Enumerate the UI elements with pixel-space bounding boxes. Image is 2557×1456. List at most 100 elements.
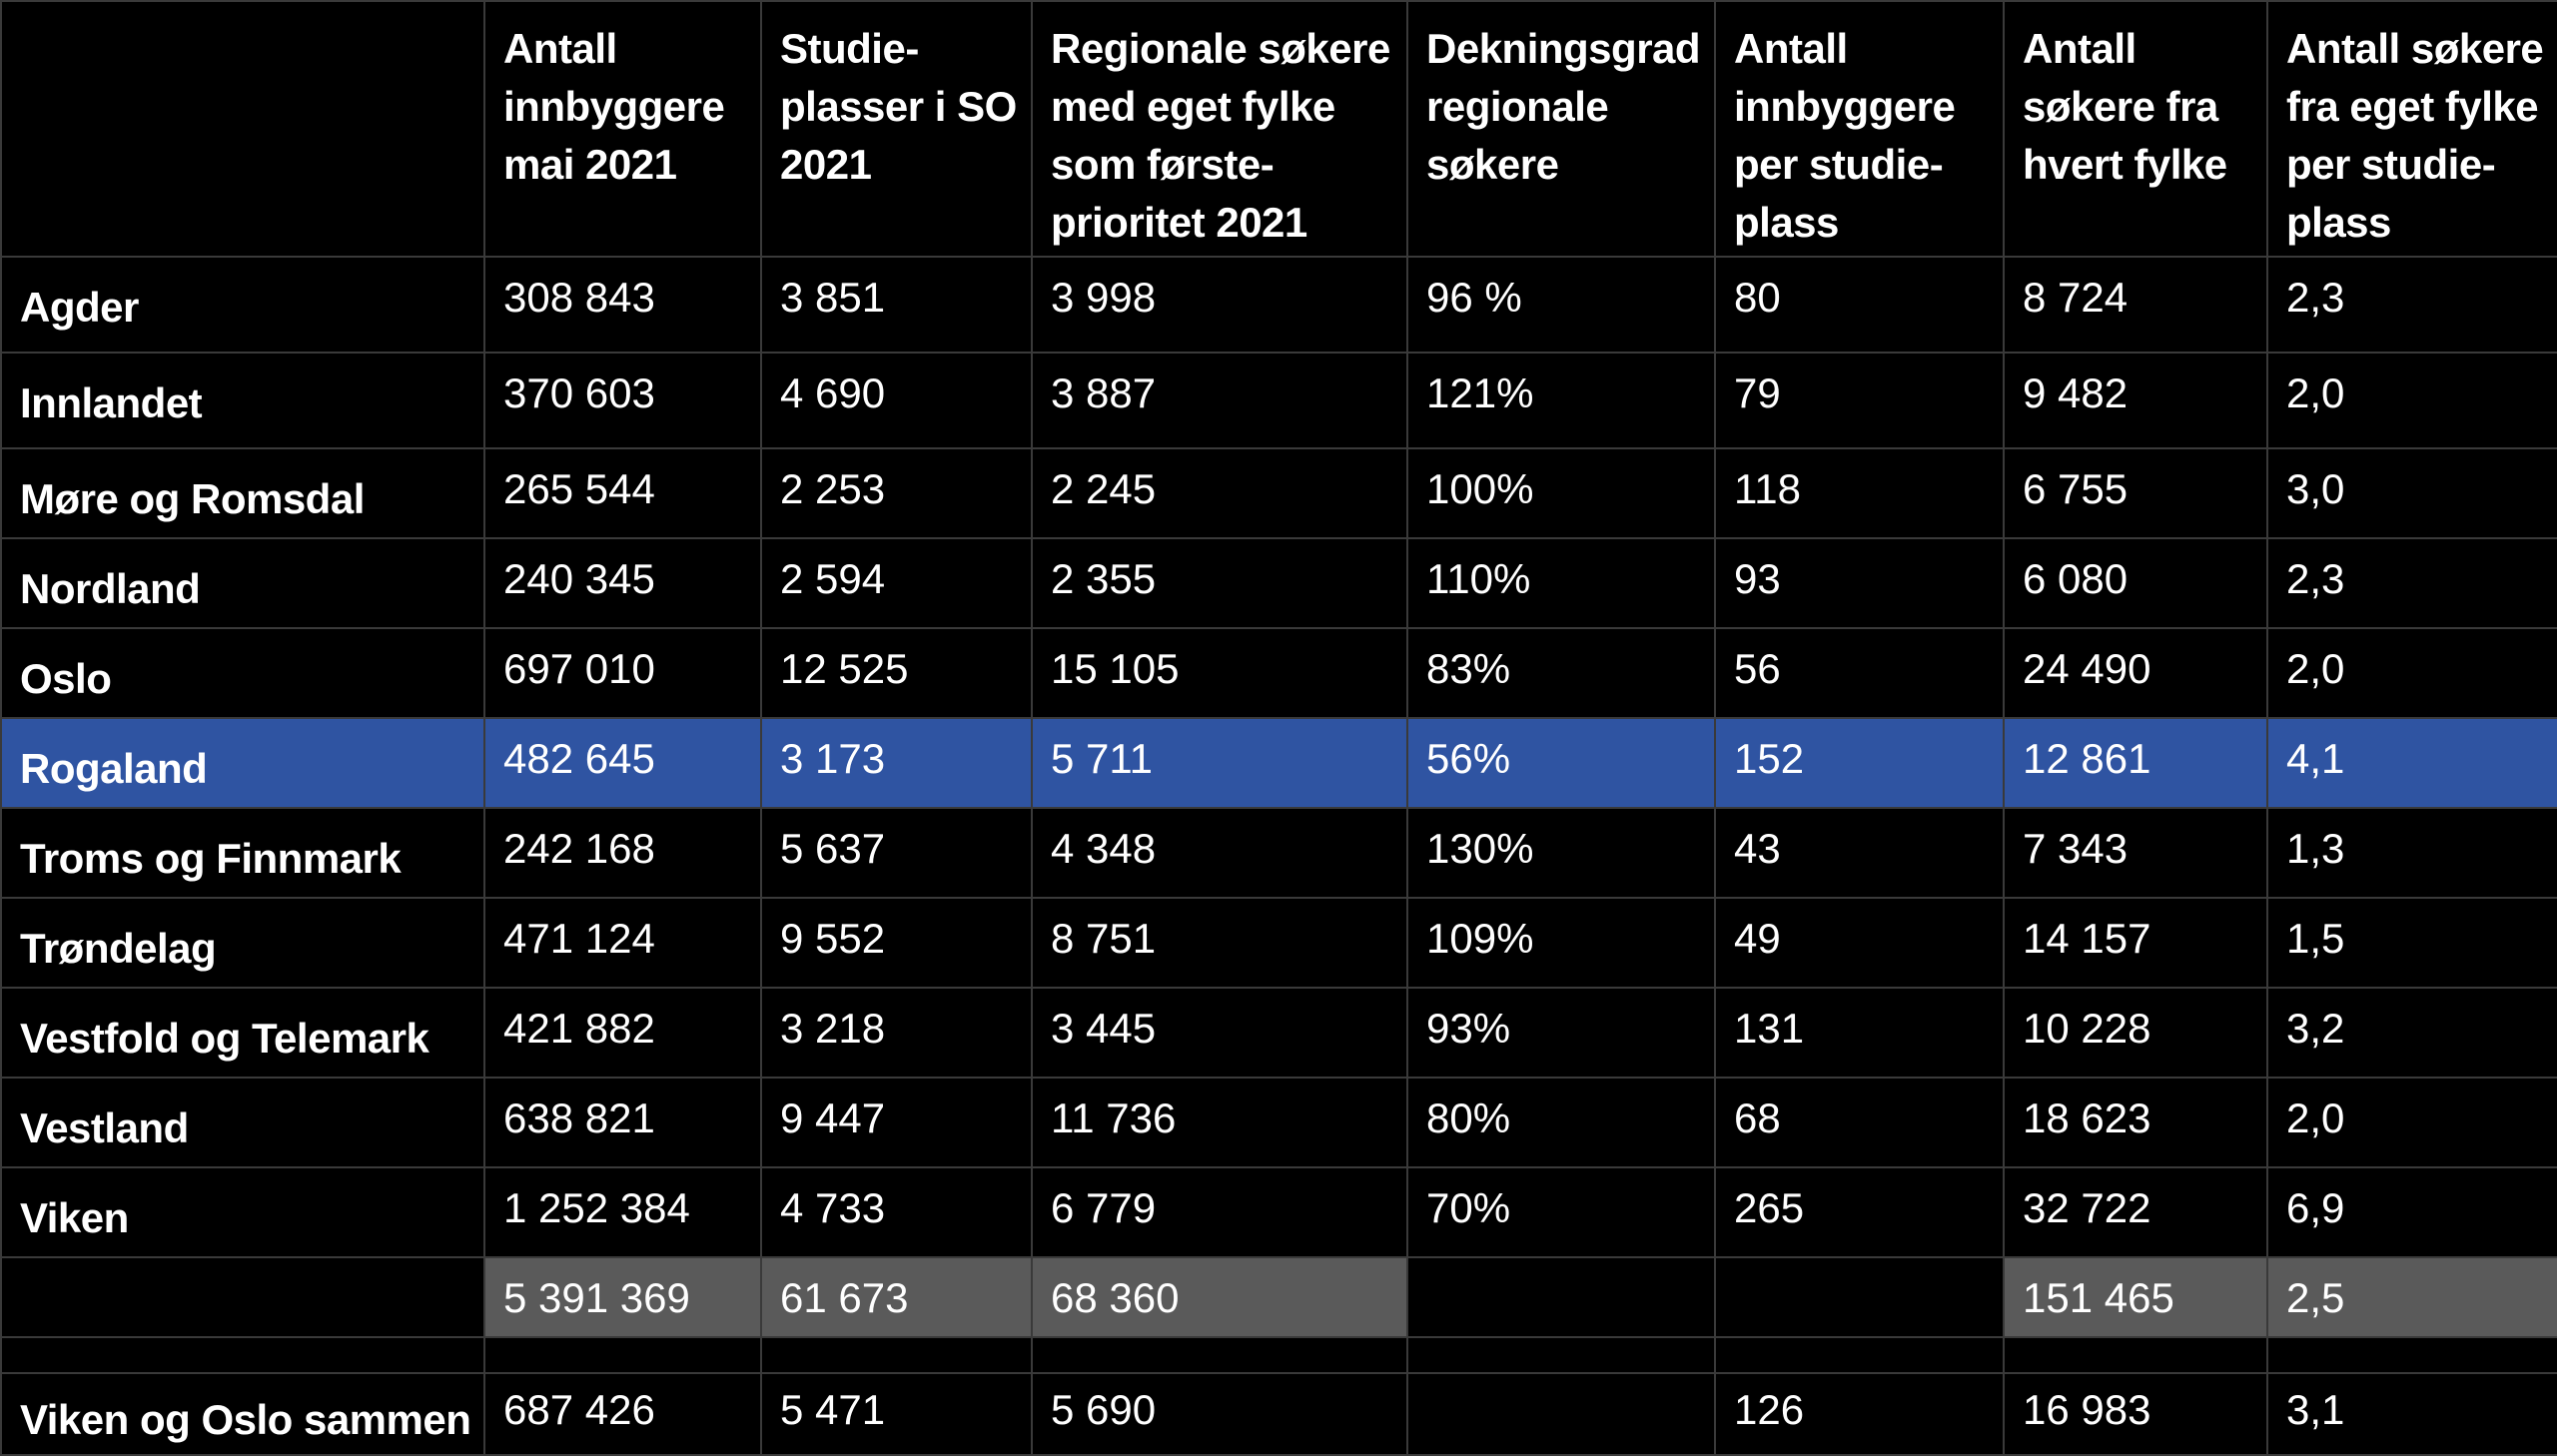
cell-per-plass: 43 [1714, 807, 2005, 899]
cell-sokere: 16 983 [2003, 1372, 2268, 1456]
cell-studieplasser: 4 733 [760, 1166, 1033, 1258]
row-label: Vestfold og Telemark [0, 987, 485, 1079]
cell-sokere-per-plass: 2,0 [2266, 352, 2557, 449]
cell-per-plass: 56 [1714, 627, 2005, 719]
cell-dekning-empty [1406, 1372, 1716, 1456]
cell-sokere-per-plass: 3,0 [2266, 447, 2557, 539]
cell-innbyggere: 697 010 [483, 627, 762, 719]
spacer-row [0, 1336, 2557, 1374]
cell-sokere: 6 080 [2003, 537, 2268, 629]
cell-dekning: 56% [1406, 717, 1716, 809]
combined-row: Viken og Oslo sammen 687 426 5 471 5 690… [0, 1372, 2557, 1456]
cell-sokere-per-plass: 1,5 [2266, 897, 2557, 989]
cell-per-plass: 152 [1714, 717, 2005, 809]
cell-regionale: 3 998 [1031, 256, 1408, 354]
cell-dekning: 70% [1406, 1166, 1716, 1258]
totals-label-empty [0, 1256, 485, 1338]
row-label: Rogaland [0, 717, 485, 809]
cell-innbyggere: 265 544 [483, 447, 762, 539]
cell-per-plass: 118 [1714, 447, 2005, 539]
cell-sokere: 7 343 [2003, 807, 2268, 899]
cell-studieplasser: 12 525 [760, 627, 1033, 719]
total-per-plass-empty [1714, 1256, 2005, 1338]
cell-sokere: 10 228 [2003, 987, 2268, 1079]
row-label: Vestland [0, 1077, 485, 1168]
table-row-highlighted: Rogaland 482 645 3 173 5 711 56% 152 12 … [0, 717, 2557, 809]
header-per-plass: Antall innbyggere per studie-plass [1714, 0, 2005, 258]
cell-studieplasser: 4 690 [760, 352, 1033, 449]
total-sokere: 151 465 [2003, 1256, 2268, 1338]
row-label: Nordland [0, 537, 485, 629]
cell-dekning: 130% [1406, 807, 1716, 899]
cell-sokere-per-plass: 6,9 [2266, 1166, 2557, 1258]
cell-regionale: 4 348 [1031, 807, 1408, 899]
cell-regionale: 6 779 [1031, 1166, 1408, 1258]
cell-sokere: 14 157 [2003, 897, 2268, 989]
total-studieplasser: 61 673 [760, 1256, 1033, 1338]
cell-per-plass: 49 [1714, 897, 2005, 989]
header-regionale: Regionale søkere med eget fylke som førs… [1031, 0, 1408, 258]
cell-innbyggere: 242 168 [483, 807, 762, 899]
header-innbyggere: Antall innbyggere mai 2021 [483, 0, 762, 258]
cell-per-plass: 126 [1714, 1372, 2005, 1456]
cell-sokere: 9 482 [2003, 352, 2268, 449]
cell-per-plass: 93 [1714, 537, 2005, 629]
cell-sokere: 8 724 [2003, 256, 2268, 354]
totals-row: 5 391 369 61 673 68 360 151 465 2,5 [0, 1256, 2557, 1338]
cell-per-plass: 79 [1714, 352, 2005, 449]
cell-dekning: 121% [1406, 352, 1716, 449]
row-label: Innlandet [0, 352, 485, 449]
cell-studieplasser: 5 637 [760, 807, 1033, 899]
cell-dekning: 100% [1406, 447, 1716, 539]
cell-regionale: 5 690 [1031, 1372, 1408, 1456]
cell-regionale: 5 711 [1031, 717, 1408, 809]
table-row: Trøndelag 471 124 9 552 8 751 109% 49 14… [0, 897, 2557, 989]
cell-per-plass: 265 [1714, 1166, 2005, 1258]
cell-innbyggere: 370 603 [483, 352, 762, 449]
cell-sokere: 12 861 [2003, 717, 2268, 809]
cell-sokere: 24 490 [2003, 627, 2268, 719]
cell-studieplasser: 9 552 [760, 897, 1033, 989]
total-regionale: 68 360 [1031, 1256, 1408, 1338]
cell-sokere: 32 722 [2003, 1166, 2268, 1258]
cell-innbyggere: 421 882 [483, 987, 762, 1079]
row-label: Troms og Finnmark [0, 807, 485, 899]
table-row: Innlandet 370 603 4 690 3 887 121% 79 9 … [0, 352, 2557, 449]
cell-innbyggere: 240 345 [483, 537, 762, 629]
cell-studieplasser: 5 471 [760, 1372, 1033, 1456]
header-row: Antall innbyggere mai 2021 Studie-plasse… [0, 0, 2557, 258]
cell-innbyggere: 1 252 384 [483, 1166, 762, 1258]
cell-sokere-per-plass: 2,0 [2266, 627, 2557, 719]
cell-sokere-per-plass: 3,1 [2266, 1372, 2557, 1456]
table-row: Vestland 638 821 9 447 11 736 80% 68 18 … [0, 1077, 2557, 1168]
header-dekning: Dekningsgrad regionale søkere [1406, 0, 1716, 258]
total-innbyggere: 5 391 369 [483, 1256, 762, 1338]
cell-innbyggere: 308 843 [483, 256, 762, 354]
cell-per-plass: 80 [1714, 256, 2005, 354]
total-dekning-empty [1406, 1256, 1716, 1338]
table-row: Troms og Finnmark 242 168 5 637 4 348 13… [0, 807, 2557, 899]
cell-regionale: 2 355 [1031, 537, 1408, 629]
cell-innbyggere: 687 426 [483, 1372, 762, 1456]
row-label: Møre og Romsdal [0, 447, 485, 539]
cell-studieplasser: 9 447 [760, 1077, 1033, 1168]
cell-sokere-per-plass: 1,3 [2266, 807, 2557, 899]
row-label: Viken og Oslo sammen [0, 1372, 485, 1456]
header-sokere: Antall søkere fra hvert fylke [2003, 0, 2268, 258]
table-row: Agder 308 843 3 851 3 998 96 % 80 8 724 … [0, 256, 2557, 354]
cell-per-plass: 68 [1714, 1077, 2005, 1168]
cell-regionale: 11 736 [1031, 1077, 1408, 1168]
cell-regionale: 3 887 [1031, 352, 1408, 449]
cell-dekning: 93% [1406, 987, 1716, 1079]
header-studieplasser: Studie-plasser i SO 2021 [760, 0, 1033, 258]
cell-studieplasser: 2 253 [760, 447, 1033, 539]
cell-innbyggere: 482 645 [483, 717, 762, 809]
header-empty [0, 0, 485, 258]
table-row: Vestfold og Telemark 421 882 3 218 3 445… [0, 987, 2557, 1079]
row-label: Viken [0, 1166, 485, 1258]
cell-sokere-per-plass: 4,1 [2266, 717, 2557, 809]
cell-regionale: 8 751 [1031, 897, 1408, 989]
table-row: Viken 1 252 384 4 733 6 779 70% 265 32 7… [0, 1166, 2557, 1258]
cell-dekning: 96 % [1406, 256, 1716, 354]
